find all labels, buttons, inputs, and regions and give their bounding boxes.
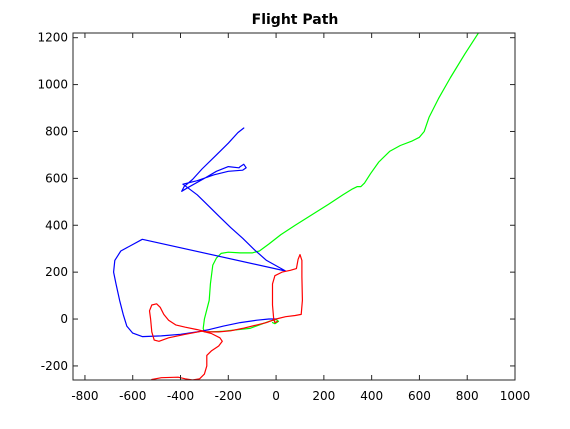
- x-tick-label: 400: [360, 389, 383, 403]
- series-line-2: [113, 127, 287, 338]
- y-tick-label: 400: [45, 218, 68, 232]
- y-axis: -200 0 200 400 600 800 1000 1200: [37, 31, 515, 373]
- x-tick-label: 200: [312, 389, 335, 403]
- x-tick-label: 0: [272, 389, 280, 403]
- x-tick-label: 600: [408, 389, 431, 403]
- y-tick-label: 200: [45, 265, 68, 279]
- y-tick-label: -200: [41, 359, 68, 373]
- y-tick-label: 1000: [37, 78, 68, 92]
- plot-area: -800 -600 -400 -200 0 200 400 600 800 1000 -200 0 2…: [37, 31, 530, 403]
- x-tick-label: -600: [119, 389, 146, 403]
- series-layer: [113, 33, 480, 380]
- y-tick-label: 600: [45, 171, 68, 185]
- y-tick-label: 1200: [37, 31, 68, 45]
- y-tick-label: 0: [60, 312, 68, 326]
- x-axis: -800 -600 -400 -200 0 200 400 600 800 1000: [71, 33, 530, 403]
- x-tick-label: -800: [71, 389, 98, 403]
- x-tick-label: 800: [456, 389, 479, 403]
- x-tick-label: -400: [167, 389, 194, 403]
- y-tick-label: 800: [45, 124, 68, 138]
- series-line-3: [148, 254, 303, 380]
- x-tick-label: -200: [215, 389, 242, 403]
- x-tick-label: 1000: [500, 389, 531, 403]
- axes-box: [72, 32, 516, 381]
- chart-title: Flight Path: [252, 12, 339, 28]
